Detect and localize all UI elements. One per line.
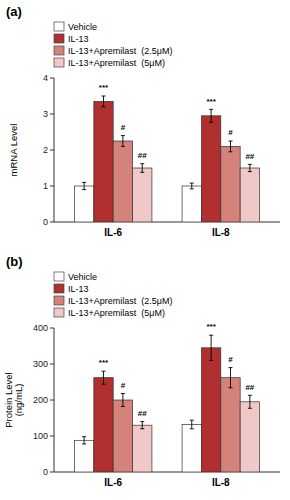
x-tick-label: IL-8 xyxy=(212,227,230,238)
legend-label: Vehicle xyxy=(68,22,97,32)
bar xyxy=(113,141,132,222)
bar xyxy=(201,116,220,222)
bar xyxy=(182,186,201,222)
legend-label: IL-13 xyxy=(68,34,89,44)
y-axis-label: Protein Level(ng/mL) xyxy=(3,372,24,427)
legend-swatch xyxy=(54,284,64,293)
x-tick-label: IL-8 xyxy=(212,477,230,488)
y-tick-label: 400 xyxy=(33,323,48,333)
annotation: ## xyxy=(138,409,147,418)
error-bar xyxy=(228,141,232,152)
y-tick-label: 300 xyxy=(33,359,48,369)
x-tick-label: IL-6 xyxy=(104,227,122,238)
y-tick-label: 1 xyxy=(43,181,48,191)
legend-swatch xyxy=(54,308,64,317)
y-tick xyxy=(50,328,54,329)
error-bar xyxy=(102,96,106,107)
y-tick-label: 0 xyxy=(43,217,48,227)
error-bar xyxy=(121,136,125,147)
x-tick-label: IL-6 xyxy=(104,477,122,488)
error-bar xyxy=(190,183,194,189)
error-bar xyxy=(190,420,194,429)
legend-label: IL-13+Apremilast (5μM) xyxy=(68,308,165,318)
error-bar xyxy=(248,164,252,171)
y-axis-line xyxy=(54,78,55,222)
error-bar xyxy=(121,394,125,407)
panel: (a) Vehicle IL-13 IL-13+Apremilast (2.5μM) I… xyxy=(6,4,280,238)
legend-label: IL-13 xyxy=(68,284,89,294)
annotation: # xyxy=(228,355,233,364)
legend-label: Vehicle xyxy=(68,272,97,282)
plot-area xyxy=(74,335,259,472)
y-tick xyxy=(50,364,54,365)
bar xyxy=(240,168,259,222)
error-bar xyxy=(102,371,106,384)
y-tick xyxy=(50,436,54,437)
annotation: ## xyxy=(245,383,254,392)
error-bar xyxy=(228,368,232,388)
legend-label: IL-13+Apremilast (2.5μM) xyxy=(68,46,172,56)
annotation: # xyxy=(121,123,126,132)
panel: (b) Vehicle IL-13 IL-13+Apremilast (2.5μM) I… xyxy=(3,254,280,488)
error-bar xyxy=(209,335,213,360)
bar xyxy=(94,378,113,472)
legend-swatch xyxy=(54,272,64,281)
panel-title: (a) xyxy=(6,4,22,19)
panel-title: (b) xyxy=(6,254,23,269)
bar xyxy=(133,168,152,222)
legend-swatch xyxy=(54,296,64,305)
y-tick-label: 100 xyxy=(33,431,48,441)
annotation: ## xyxy=(245,152,254,161)
legend-swatch xyxy=(54,34,64,43)
annotation: *** xyxy=(206,322,216,331)
error-bar xyxy=(82,437,86,444)
y-tick xyxy=(50,186,54,187)
y-tick xyxy=(50,150,54,151)
y-tick xyxy=(50,400,54,401)
annotation: ## xyxy=(138,151,147,160)
y-axis-label-line: (ng/mL) xyxy=(13,384,24,417)
y-axis-label: mRNA Level xyxy=(8,124,19,177)
bar xyxy=(182,424,201,472)
y-tick xyxy=(50,114,54,115)
bar xyxy=(94,101,113,222)
error-bar xyxy=(209,109,213,122)
bar xyxy=(74,440,93,472)
y-tick-label: 2 xyxy=(43,145,48,155)
bar xyxy=(133,425,152,472)
y-tick-label: 3 xyxy=(43,109,48,119)
annotation: # xyxy=(228,128,233,137)
bar xyxy=(74,186,93,222)
y-tick xyxy=(50,222,54,223)
bar xyxy=(240,402,259,472)
legend-swatch xyxy=(54,58,64,67)
bar xyxy=(221,378,240,472)
legend-swatch xyxy=(54,46,64,55)
annotation: *** xyxy=(206,97,216,106)
legend-label: IL-13+Apremilast (5μM) xyxy=(68,58,165,68)
bar xyxy=(221,146,240,222)
legend-swatch xyxy=(54,22,64,31)
plot-area xyxy=(74,96,259,222)
annotation: *** xyxy=(99,358,109,367)
error-bar xyxy=(248,395,252,408)
error-bar xyxy=(82,182,86,189)
bar xyxy=(113,400,132,472)
y-tick xyxy=(50,78,54,79)
y-axis-label-line: mRNA Level xyxy=(8,124,19,177)
error-bar xyxy=(140,164,144,173)
annotation: *** xyxy=(99,83,109,92)
y-axis-label-line: Protein Level xyxy=(3,372,14,427)
error-bar xyxy=(140,422,144,429)
y-tick-label: 200 xyxy=(33,395,48,405)
annotation: # xyxy=(121,381,126,390)
legend-label: IL-13+Apremilast (2.5μM) xyxy=(68,296,172,306)
y-tick-label: 4 xyxy=(43,73,48,83)
figure: (a) Vehicle IL-13 IL-13+Apremilast (2.5μM) I… xyxy=(0,0,290,500)
y-tick xyxy=(50,472,54,473)
y-axis-line xyxy=(54,328,55,472)
bar xyxy=(201,348,220,472)
y-tick-label: 0 xyxy=(43,467,48,477)
